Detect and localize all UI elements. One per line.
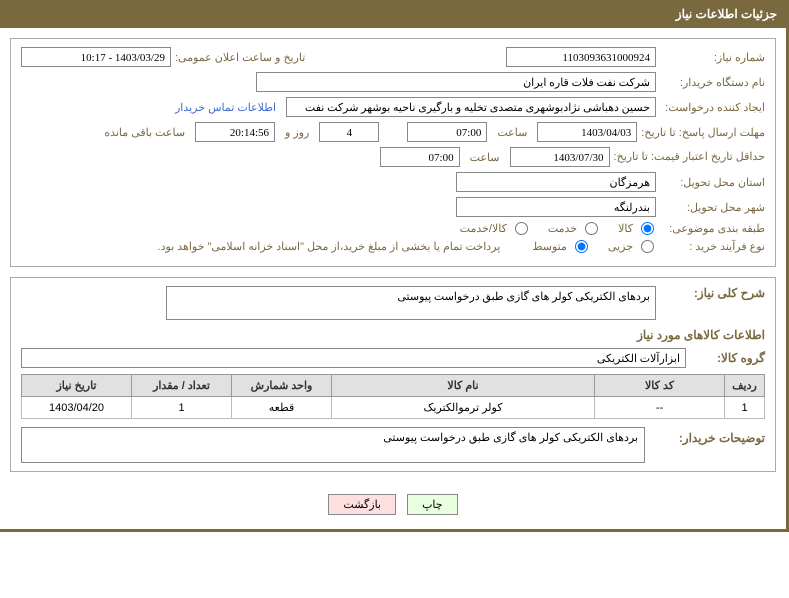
radio-goods-service-label: کالا/خدمت	[446, 222, 507, 235]
validity-hour-field: 07:00	[380, 147, 460, 167]
page-title: جزئیات اطلاعات نیاز	[676, 7, 777, 21]
validity-date-field: 1403/07/30	[510, 147, 610, 167]
category-radio-group: کالا خدمت کالا/خدمت	[446, 222, 656, 235]
radio-medium-label: متوسط	[518, 240, 567, 253]
radio-service-label: خدمت	[534, 222, 577, 235]
label-spec-title: شرح کلی نیاز:	[660, 286, 765, 300]
th-code: کد کالا	[595, 375, 725, 397]
radio-minor-label: جزیی	[594, 240, 633, 253]
goods-section-title: اطلاعات کالاهای مورد نیاز	[21, 328, 765, 342]
print-button[interactable]: چاپ	[407, 494, 458, 515]
deadline-date-field: 1403/04/03	[537, 122, 637, 142]
goods-table: ردیف کد کالا نام کالا واحد شمارش تعداد /…	[21, 374, 765, 419]
label-validity: حداقل تاریخ اعتبار قیمت: تا تاریخ:	[614, 151, 765, 163]
label-buyer-org: نام دستگاه خریدار:	[660, 76, 765, 89]
radio-goods-label: کالا	[604, 222, 633, 235]
need-info-box: شماره نیاز: 1103093631000924 تاریخ و ساع…	[10, 38, 776, 267]
time-remaining-field: 20:14:56	[195, 122, 275, 142]
goods-group-field: ابزارآلات الکتریکی	[21, 348, 686, 368]
buyer-org-field: شرکت نفت فلات قاره ایران	[256, 72, 656, 92]
label-goods-group: گروه کالا:	[690, 351, 765, 365]
label-hour-2: ساعت	[464, 151, 506, 164]
page-header: جزئیات اطلاعات نیاز	[0, 0, 789, 28]
label-province: استان محل تحویل:	[660, 176, 765, 189]
deadline-hour-field: 07:00	[407, 122, 487, 142]
cell-qty: 1	[132, 397, 232, 419]
label-process-type: نوع فرآیند خرید :	[660, 240, 765, 253]
radio-goods[interactable]	[641, 222, 654, 235]
cell-date: 1403/04/20	[22, 397, 132, 419]
label-deadline: مهلت ارسال پاسخ: تا تاریخ:	[641, 126, 765, 139]
footer-buttons: چاپ بازگشت	[10, 482, 776, 519]
label-creator: ایجاد کننده درخواست:	[660, 101, 765, 114]
need-number-field: 1103093631000924	[506, 47, 656, 67]
radio-minor[interactable]	[641, 240, 654, 253]
cell-unit: قطعه	[232, 397, 332, 419]
buyer-desc-box: بردهای الکتریکی کولر های گازی طبق درخواس…	[21, 427, 645, 463]
city-field: بندرلنگه	[456, 197, 656, 217]
th-idx: ردیف	[725, 375, 765, 397]
radio-medium[interactable]	[575, 240, 588, 253]
label-need-number: شماره نیاز:	[660, 51, 765, 64]
th-unit: واحد شمارش	[232, 375, 332, 397]
label-announce-datetime: تاریخ و ساعت اعلان عمومی:	[175, 51, 325, 64]
label-time-left: ساعت باقی مانده	[98, 126, 191, 139]
province-field: هرمزگان	[456, 172, 656, 192]
table-row: 1 -- کولر ترموالکتریک قطعه 1 1403/04/20	[22, 397, 765, 419]
label-city: شهر محل تحویل:	[660, 201, 765, 214]
radio-goods-service[interactable]	[515, 222, 528, 235]
announce-datetime-field: 1403/03/29 - 10:17	[21, 47, 171, 67]
label-buyer-desc: توضیحات خریدار:	[655, 427, 765, 463]
label-category: طبقه بندی موضوعی:	[660, 222, 765, 235]
creator-field: حسین دهباشی نژادبوشهری متصدی تخلیه و بار…	[286, 97, 656, 117]
th-date: تاریخ نیاز	[22, 375, 132, 397]
label-hour-1: ساعت	[491, 126, 533, 139]
cell-code: --	[595, 397, 725, 419]
label-days-and: روز و	[279, 126, 315, 139]
radio-service[interactable]	[585, 222, 598, 235]
back-button[interactable]: بازگشت	[328, 494, 396, 515]
cell-idx: 1	[725, 397, 765, 419]
spec-box: شرح کلی نیاز: اطلاعات کالاهای مورد نیاز …	[10, 277, 776, 472]
th-qty: تعداد / مقدار	[132, 375, 232, 397]
spec-title-textarea[interactable]	[166, 286, 656, 320]
days-remaining-field: 4	[319, 122, 379, 142]
cell-name: کولر ترموالکتریک	[332, 397, 595, 419]
process-radio-group: جزیی متوسط	[518, 240, 656, 253]
buyer-contact-link[interactable]: اطلاعات تماس خریدار	[175, 101, 282, 114]
payment-note-text: پرداخت تمام یا بخشی از مبلغ خرید،از محل …	[158, 240, 515, 253]
th-name: نام کالا	[332, 375, 595, 397]
